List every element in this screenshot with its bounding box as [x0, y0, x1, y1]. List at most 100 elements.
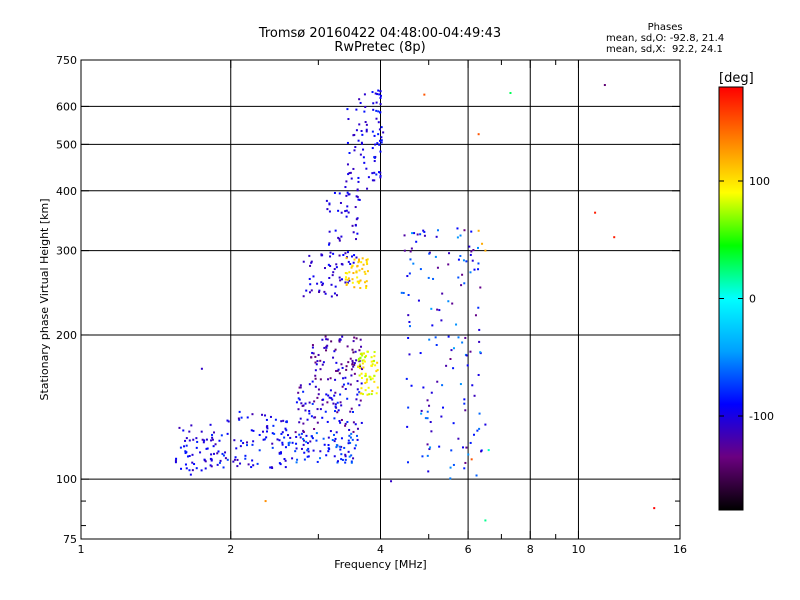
data-point	[211, 438, 214, 441]
data-point	[327, 450, 330, 453]
data-point	[356, 280, 359, 283]
data-point	[358, 374, 361, 377]
data-point	[333, 455, 336, 458]
data-point	[366, 350, 369, 353]
data-point	[309, 264, 312, 267]
data-point	[360, 141, 363, 144]
data-point	[365, 130, 368, 133]
data-point	[240, 416, 243, 419]
data-point	[484, 519, 487, 522]
data-point	[350, 255, 353, 258]
data-point	[206, 447, 209, 450]
data-point	[256, 462, 259, 465]
data-point	[295, 435, 298, 438]
data-point	[374, 92, 377, 95]
data-point	[420, 412, 423, 415]
data-point	[250, 429, 253, 432]
data-point	[321, 254, 324, 257]
data-point	[356, 388, 359, 391]
chart-subtitle: RwPretec (8p)	[334, 40, 426, 55]
data-point	[440, 319, 443, 322]
data-point	[450, 449, 453, 452]
data-point	[367, 176, 370, 179]
data-point	[448, 252, 451, 255]
data-point	[302, 438, 305, 441]
data-point	[477, 262, 480, 265]
data-point	[336, 369, 339, 372]
data-point	[362, 352, 365, 355]
data-point	[375, 101, 378, 104]
data-point	[426, 454, 429, 457]
y-tick-label: 75	[63, 533, 77, 546]
data-point	[327, 394, 330, 397]
data-point	[379, 174, 382, 177]
data-point	[186, 455, 189, 458]
data-point	[317, 393, 320, 396]
data-point	[311, 380, 314, 383]
data-point	[185, 444, 188, 447]
data-point	[365, 280, 368, 283]
data-point	[274, 418, 277, 421]
data-point	[302, 443, 305, 446]
data-point	[306, 442, 309, 445]
phase-statistics: Phases mean, sd,O: -92.8, 21.4 mean, sd,…	[606, 22, 724, 55]
data-point	[337, 368, 340, 371]
phase-statistics-x: mean, sd,X: 92.2, 24.1	[606, 44, 723, 55]
data-point	[327, 378, 330, 381]
data-point	[363, 360, 366, 363]
data-point	[376, 369, 379, 372]
data-point	[326, 401, 329, 404]
data-point	[334, 403, 337, 406]
data-point	[356, 232, 359, 235]
data-point	[412, 262, 415, 265]
data-point	[306, 455, 309, 458]
data-point	[455, 323, 458, 326]
data-point	[450, 349, 453, 352]
data-point	[357, 139, 360, 142]
data-point	[400, 291, 403, 294]
data-point	[324, 292, 327, 295]
data-point	[478, 412, 481, 415]
data-point	[175, 457, 178, 460]
data-point	[310, 435, 313, 438]
data-point	[328, 210, 331, 213]
data-point	[373, 179, 376, 182]
data-point	[335, 263, 338, 266]
data-point	[348, 152, 351, 155]
data-point	[354, 206, 357, 209]
data-point	[420, 409, 423, 412]
data-point	[216, 452, 219, 455]
data-point	[351, 359, 354, 362]
data-point	[295, 447, 298, 450]
data-point	[407, 314, 410, 317]
data-point	[475, 474, 478, 477]
data-point	[345, 215, 348, 218]
data-point	[360, 129, 363, 132]
data-point	[345, 257, 348, 260]
data-point	[221, 452, 224, 455]
data-point	[428, 404, 431, 407]
data-point	[355, 108, 358, 111]
data-point	[262, 430, 265, 433]
data-point	[340, 363, 343, 366]
data-point	[436, 229, 439, 232]
data-point	[212, 445, 215, 448]
data-point	[344, 461, 347, 464]
data-point	[285, 420, 288, 423]
data-point	[366, 393, 369, 396]
data-point	[456, 236, 459, 239]
data-point	[423, 234, 426, 237]
data-point	[479, 286, 482, 289]
data-point	[348, 172, 351, 175]
data-point	[214, 443, 217, 446]
data-point	[353, 336, 356, 339]
data-point	[280, 420, 283, 423]
data-point	[408, 325, 411, 328]
data-point	[370, 356, 373, 359]
data-point	[426, 410, 429, 413]
data-point	[362, 366, 365, 369]
data-point	[287, 434, 290, 437]
data-point	[327, 436, 330, 439]
data-point	[329, 389, 332, 392]
data-point	[227, 420, 230, 423]
